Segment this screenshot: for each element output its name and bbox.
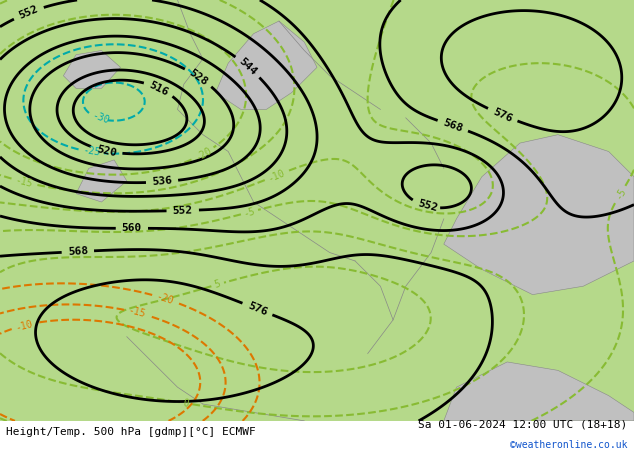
Text: 536: 536 (152, 176, 172, 187)
Text: -5: -5 (614, 186, 628, 201)
Text: -5: -5 (242, 206, 257, 218)
Polygon shape (76, 160, 127, 202)
Text: -20: -20 (155, 291, 174, 306)
Text: -15: -15 (14, 175, 34, 189)
Text: -25: -25 (82, 146, 101, 158)
Text: 5: 5 (214, 279, 222, 290)
Text: Sa 01-06-2024 12:00 UTC (18+18): Sa 01-06-2024 12:00 UTC (18+18) (418, 420, 628, 430)
Polygon shape (444, 362, 634, 421)
Text: 576: 576 (246, 300, 269, 318)
Text: 568: 568 (442, 117, 464, 134)
Text: 552: 552 (172, 205, 193, 216)
Text: -10: -10 (266, 167, 287, 183)
Text: 552: 552 (417, 199, 439, 214)
Polygon shape (216, 21, 317, 110)
Text: 516: 516 (148, 79, 170, 97)
Text: 560: 560 (122, 223, 142, 233)
Text: -10: -10 (14, 318, 34, 333)
Text: 520: 520 (96, 144, 117, 158)
Text: 576: 576 (491, 106, 514, 124)
Text: 552: 552 (17, 4, 40, 21)
Text: 528: 528 (188, 67, 210, 87)
Polygon shape (63, 51, 120, 88)
Text: -30: -30 (90, 111, 110, 126)
Text: ©weatheronline.co.uk: ©weatheronline.co.uk (510, 440, 628, 450)
Polygon shape (444, 135, 634, 295)
Text: 568: 568 (67, 246, 88, 257)
Text: -20: -20 (193, 145, 213, 163)
Text: Height/Temp. 500 hPa [gdmp][°C] ECMWF: Height/Temp. 500 hPa [gdmp][°C] ECMWF (6, 427, 256, 437)
Text: 0: 0 (182, 398, 190, 409)
Text: 544: 544 (237, 56, 259, 77)
Text: -15: -15 (127, 305, 146, 320)
